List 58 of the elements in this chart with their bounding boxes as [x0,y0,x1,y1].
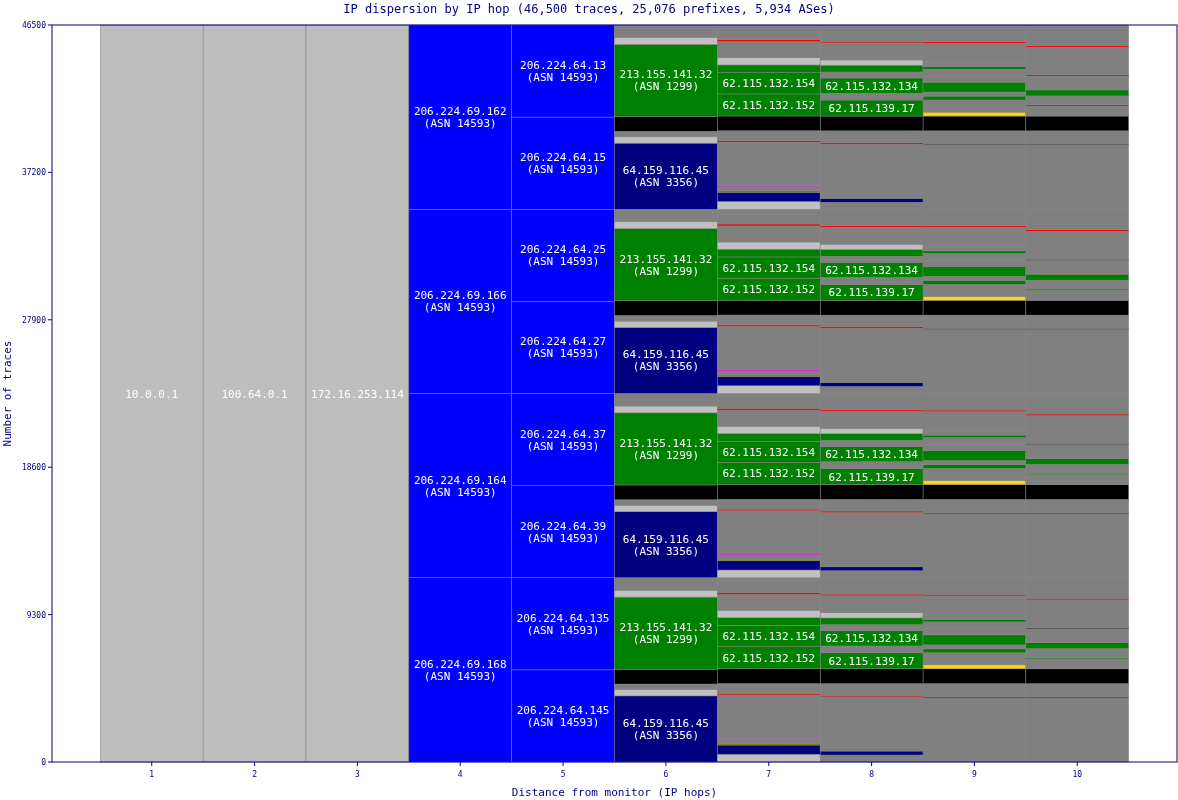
annotation: 62.115.132.134 [825,79,919,93]
annotation: 62.115.132.134 [825,263,919,277]
annotation: 62.115.132.134 [825,448,919,462]
y-tick-label: 27900 [21,315,47,325]
annotation: 206.224.64.27 (ASN 14593) [520,335,607,361]
x-tick-label: 8 [869,770,875,779]
y-tick-label: 46500 [21,21,47,30]
annotation: 206.224.69.166 (ASN 14593) [413,289,507,315]
annotation: 62.115.132.154 [722,630,816,644]
x-tick-label: 3 [355,770,360,779]
annotation: 213.155.141.32 (ASN 1299) [619,436,713,462]
annotation: 206.224.64.145 (ASN 14593) [516,703,610,729]
x-tick-label: 5 [560,770,566,779]
annotation: 62.115.132.152 [722,651,816,665]
x-tick-label: 10 [1072,770,1083,779]
annotation: 206.224.69.168 (ASN 14593) [413,657,507,683]
y-tick-label: 37200 [21,168,47,178]
annotation: 62.115.132.134 [825,632,919,646]
annotation: 213.155.141.32 (ASN 1299) [619,68,713,94]
annotation: 10.0.0.1 [125,387,179,401]
annotation: 206.224.64.39 (ASN 14593) [520,519,607,545]
annotation: 213.155.141.32 (ASN 1299) [619,252,713,278]
annotation: 206.224.64.13 (ASN 14593) [520,59,607,85]
annotation: 100.64.0.1 [221,387,288,401]
y-axis-title: Number of traces [1,340,14,447]
y-tick-label: 18600 [21,463,47,473]
annotation: 206.224.64.15 (ASN 14593) [520,151,607,177]
annotation: 213.155.141.32 (ASN 1299) [619,621,713,647]
x-tick-label: 7 [766,770,772,779]
x-axis-title: Distance from monitor (IP hops) [511,786,718,799]
annotation: 206.224.69.162 (ASN 14593) [413,105,507,131]
annotation: 62.115.132.152 [722,283,816,297]
annotation: 62.115.132.154 [722,77,816,91]
annotation: 62.115.132.154 [722,261,816,275]
x-tick-label: 4 [457,770,463,779]
x-tick-label: 2 [252,770,258,779]
chart-title: IP dispersion by IP hop (46,500 traces, 25,076 prefixes, 5,934 ASes) [343,2,835,16]
annotation: 64.159.116.45 (ASN 3356) [622,716,709,742]
annotation: 62.115.139.17 [828,286,915,300]
annotation: 62.115.132.152 [722,98,816,112]
annotation: 206.224.64.135 (ASN 14593) [516,611,610,637]
annotation: 206.224.64.37 (ASN 14593) [520,427,607,453]
annotation: 62.115.132.154 [722,445,816,459]
y-tick-label: 0 [41,758,47,767]
annotation: 64.159.116.45 (ASN 3356) [622,532,709,558]
x-tick-label: 9 [972,770,977,779]
annotation: 62.115.139.17 [828,102,915,116]
annotation: 172.16.253.114 [311,387,405,401]
x-tick-label: 1 [149,770,155,779]
annotation: 64.159.116.45 (ASN 3356) [622,164,709,190]
annotation: 206.224.64.25 (ASN 14593) [520,243,607,269]
x-tick-label: 6 [663,770,669,779]
annotation: 62.115.132.152 [722,467,816,481]
y-tick-label: 9300 [26,610,47,620]
annotation: 206.224.69.164 (ASN 14593) [413,473,507,499]
annotation: 64.159.116.45 (ASN 3356) [622,348,709,374]
annotation: 62.115.139.17 [828,470,915,484]
annotation: 62.115.139.17 [828,654,915,668]
